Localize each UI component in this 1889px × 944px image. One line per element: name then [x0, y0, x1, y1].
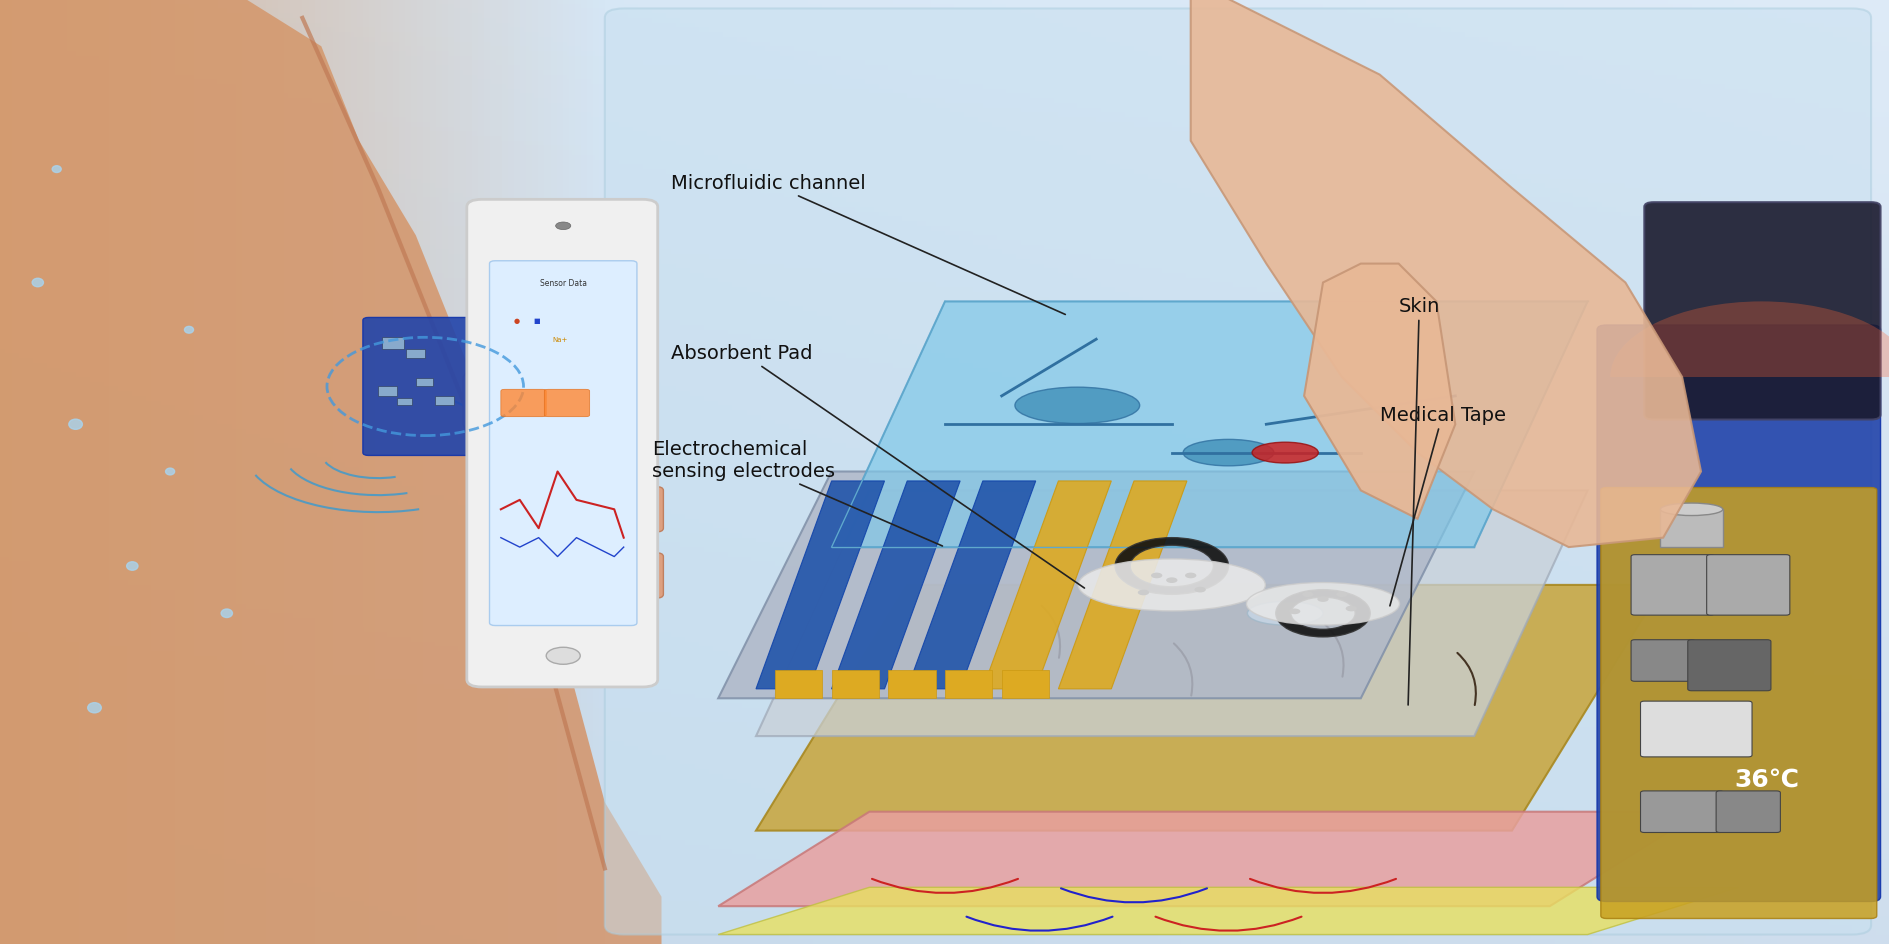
FancyArrowPatch shape: [965, 917, 1113, 931]
Polygon shape: [831, 302, 1587, 548]
Polygon shape: [1303, 264, 1455, 519]
Circle shape: [1184, 573, 1196, 579]
FancyBboxPatch shape: [1687, 640, 1770, 691]
Text: 36℃: 36℃: [1734, 767, 1798, 791]
Bar: [406, 349, 425, 359]
Polygon shape: [1058, 481, 1186, 689]
Circle shape: [1150, 573, 1162, 579]
FancyBboxPatch shape: [604, 9, 1870, 935]
Polygon shape: [756, 481, 884, 689]
Text: Electrochemical
sensing electrodes: Electrochemical sensing electrodes: [652, 440, 943, 547]
FancyBboxPatch shape: [625, 553, 663, 598]
Bar: [944, 670, 992, 699]
Text: ■: ■: [533, 318, 540, 324]
Polygon shape: [0, 0, 661, 944]
FancyBboxPatch shape: [1643, 203, 1880, 420]
Ellipse shape: [1077, 559, 1266, 612]
Text: Microfluidic channel: Microfluidic channel: [671, 174, 1065, 315]
Polygon shape: [831, 481, 960, 689]
Bar: [434, 396, 453, 406]
Circle shape: [555, 223, 570, 230]
Text: ●: ●: [514, 318, 519, 324]
Bar: [831, 670, 878, 699]
Ellipse shape: [87, 703, 102, 713]
FancyArrowPatch shape: [871, 879, 1018, 893]
Text: Skin: Skin: [1398, 296, 1439, 705]
Polygon shape: [463, 359, 482, 453]
FancyBboxPatch shape: [468, 497, 512, 551]
Ellipse shape: [1252, 443, 1319, 464]
FancyBboxPatch shape: [1630, 555, 1713, 615]
Text: Absorbent Pad: Absorbent Pad: [671, 344, 1084, 588]
Polygon shape: [718, 812, 1700, 906]
Circle shape: [1194, 587, 1205, 593]
Ellipse shape: [53, 166, 60, 174]
Ellipse shape: [166, 468, 174, 476]
FancyArrowPatch shape: [1060, 888, 1207, 902]
Circle shape: [1288, 609, 1300, 615]
Ellipse shape: [1183, 440, 1273, 466]
Ellipse shape: [1245, 583, 1398, 626]
FancyBboxPatch shape: [363, 318, 487, 456]
Bar: [774, 670, 822, 699]
Wedge shape: [1609, 302, 1889, 378]
Circle shape: [546, 648, 580, 665]
FancyBboxPatch shape: [1640, 791, 1723, 833]
FancyBboxPatch shape: [1640, 701, 1751, 757]
Bar: [1660, 510, 1723, 548]
Circle shape: [1166, 578, 1177, 583]
FancyBboxPatch shape: [468, 563, 512, 617]
Circle shape: [1302, 592, 1313, 598]
Polygon shape: [718, 472, 1473, 699]
Ellipse shape: [185, 327, 193, 334]
Ellipse shape: [221, 610, 232, 618]
Text: Sensor Data: Sensor Data: [540, 278, 586, 288]
FancyBboxPatch shape: [1715, 791, 1779, 833]
FancyArrowPatch shape: [1249, 879, 1396, 893]
FancyBboxPatch shape: [544, 390, 589, 417]
Ellipse shape: [1247, 602, 1322, 626]
Bar: [382, 338, 404, 349]
Ellipse shape: [1659, 503, 1721, 516]
Circle shape: [1336, 592, 1347, 598]
FancyBboxPatch shape: [468, 430, 512, 485]
Polygon shape: [982, 481, 1111, 689]
FancyBboxPatch shape: [1596, 326, 1880, 902]
Ellipse shape: [1014, 388, 1139, 424]
FancyBboxPatch shape: [501, 390, 546, 417]
FancyBboxPatch shape: [1600, 488, 1876, 919]
Polygon shape: [907, 481, 1035, 689]
Bar: [378, 387, 397, 396]
Polygon shape: [756, 491, 1587, 736]
Text: Na+: Na+: [552, 337, 567, 343]
Bar: [888, 670, 935, 699]
FancyBboxPatch shape: [1706, 555, 1789, 615]
FancyBboxPatch shape: [1630, 640, 1694, 682]
Circle shape: [1137, 590, 1149, 596]
Polygon shape: [1190, 0, 1700, 548]
Bar: [397, 398, 412, 406]
FancyBboxPatch shape: [625, 487, 663, 532]
Circle shape: [1345, 606, 1356, 612]
Polygon shape: [756, 585, 1662, 831]
FancyArrowPatch shape: [1154, 917, 1302, 931]
Circle shape: [1317, 597, 1328, 602]
Bar: [416, 379, 433, 387]
Polygon shape: [718, 887, 1738, 935]
Bar: [1001, 670, 1048, 699]
Ellipse shape: [68, 420, 83, 430]
Ellipse shape: [32, 279, 43, 288]
FancyBboxPatch shape: [489, 261, 637, 626]
Ellipse shape: [127, 562, 138, 570]
FancyBboxPatch shape: [467, 200, 657, 687]
Text: Medical Tape: Medical Tape: [1379, 405, 1506, 606]
